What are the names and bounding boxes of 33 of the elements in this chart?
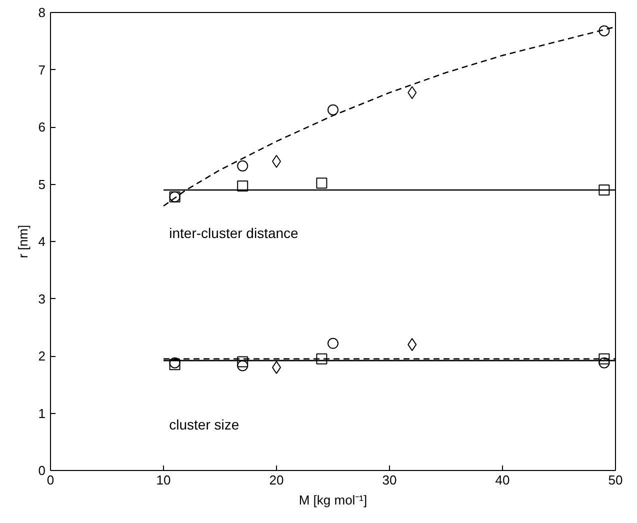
y-tick-label: 8: [38, 5, 46, 20]
point: [237, 360, 248, 372]
y-tick-label: 7: [38, 62, 46, 78]
x-tick-label: 50: [608, 472, 623, 488]
y-tick-label: 5: [38, 176, 46, 192]
y-axis-title: r [nm]: [15, 224, 30, 258]
x-axis-title: M [kg mol⁻¹]: [298, 492, 368, 508]
point: [598, 184, 610, 196]
point: [237, 160, 248, 172]
point: [408, 86, 417, 100]
line-series: [162, 26, 616, 207]
point: [237, 180, 248, 192]
point: [408, 338, 417, 352]
y-tick-label: 3: [38, 291, 46, 306]
x-tick-label: 40: [495, 472, 510, 488]
x-tick-label: 10: [156, 472, 171, 488]
annotation: inter-cluster distance: [169, 224, 299, 241]
point: [328, 338, 338, 349]
y-tick-label: 4: [38, 234, 46, 249]
x-tick-label: 30: [382, 472, 397, 488]
point: [598, 353, 610, 364]
point: [328, 104, 338, 116]
point: [316, 178, 328, 189]
point: [598, 25, 610, 36]
point: [237, 356, 248, 368]
y-tick-label: 0: [38, 463, 46, 478]
y-tick-label: 2: [38, 348, 46, 364]
annotation: cluster size: [169, 416, 240, 433]
y-tick-label: 1: [38, 406, 46, 421]
y-tick-label: 6: [38, 120, 46, 134]
x-tick-label: 20: [269, 472, 284, 488]
point: [316, 353, 328, 364]
point: [598, 357, 610, 368]
